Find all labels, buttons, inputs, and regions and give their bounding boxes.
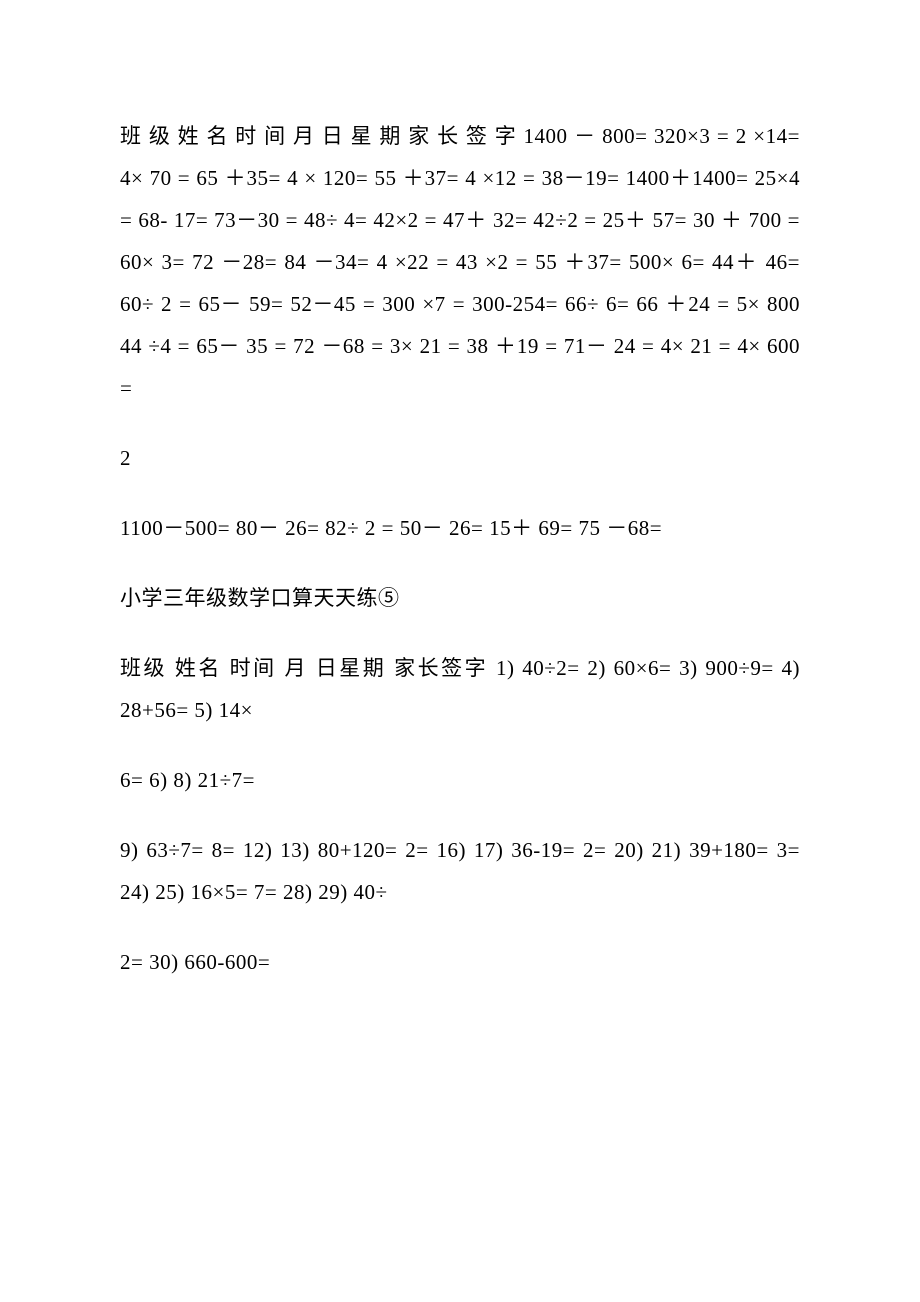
- problems-block-2: 1100－500= 80－ 26= 82÷ 2 = 50－ 26= 15＋ 69…: [120, 507, 800, 549]
- problems-block-5: 9) 63÷7= 8= 12) 13) 80+120= 2= 16) 17) 3…: [120, 829, 800, 913]
- page-number-2: 2: [120, 437, 800, 479]
- header-and-problems-block-1: 班 级 姓 名 时 间 月 日 星 期 家 长 签 字 1400 － 800= …: [120, 115, 800, 409]
- problems-block-4: 6= 6) 8) 21÷7=: [120, 759, 800, 801]
- header-and-problems-block-3: 班级 姓名 时间 月 日星期 家长签字 1) 40÷2= 2) 60×6= 3)…: [120, 647, 800, 731]
- section-title-5: 小学三年级数学口算天天练⑤: [120, 577, 800, 619]
- problems-block-6: 2= 30) 660-600=: [120, 941, 800, 983]
